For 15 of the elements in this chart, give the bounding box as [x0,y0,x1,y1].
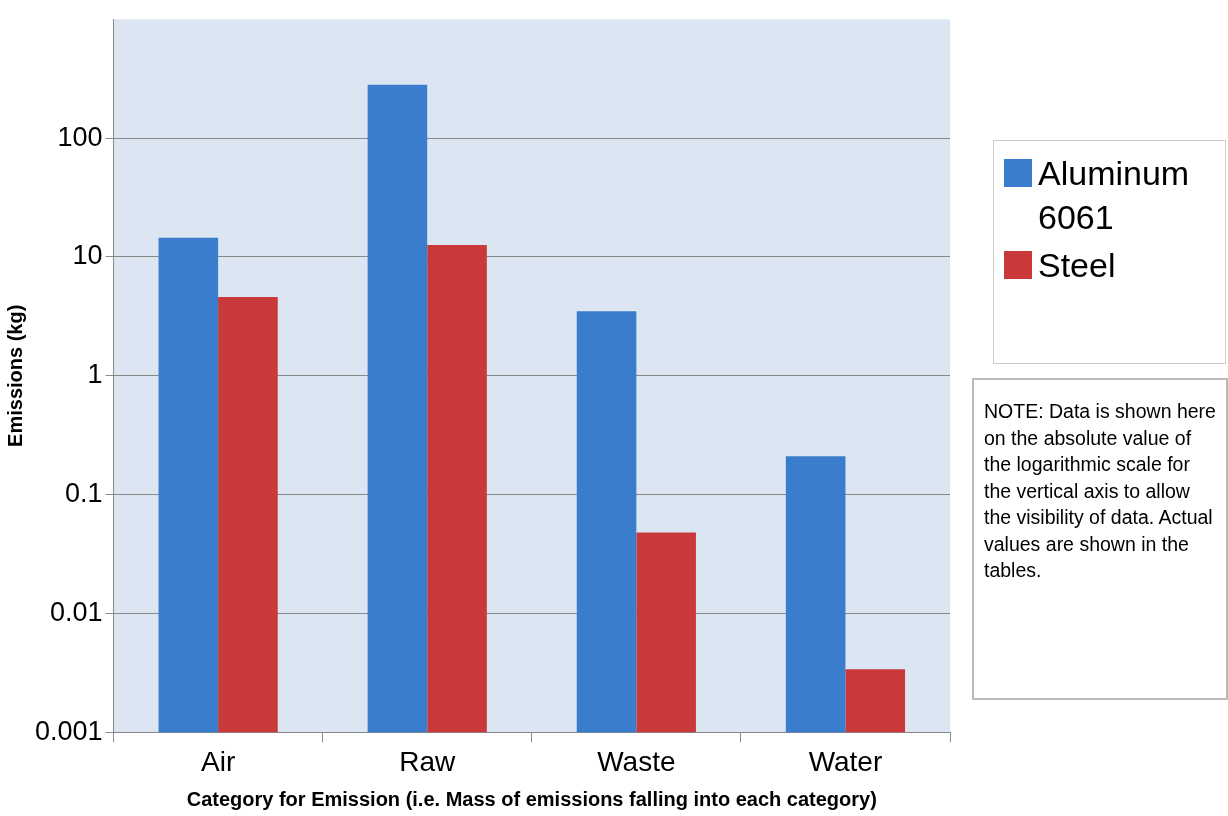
x-tick-label: Air [201,745,236,777]
text: NOTE: Data is shown here on the absolute value of the logarithmic scale for the vertical axis to allow the visibility of data. Actual values are shown in the tables. [972,378,1228,700]
y-tick-label: 1 [87,359,103,390]
legend-label: Steel [1038,245,1116,286]
x-tick-label: Waste [597,745,676,777]
y-tick-label: 10 [72,240,103,271]
y-tick-label: 0.01 [50,596,103,627]
legend-label: Aluminum 6061 [1038,153,1191,238]
y-tick-label: 0.001 [34,715,103,746]
x-axis-title: Category for Emission (i.e. Mass of emissions falling into each category) [186,787,877,810]
x-tick-label: Water [808,745,883,777]
y-tick-label: 0.1 [65,478,103,509]
y-axis-title: Emissions (kg) [3,304,26,447]
y-tick-label: 100 [57,121,103,152]
x-tick-label: Raw [399,745,457,777]
